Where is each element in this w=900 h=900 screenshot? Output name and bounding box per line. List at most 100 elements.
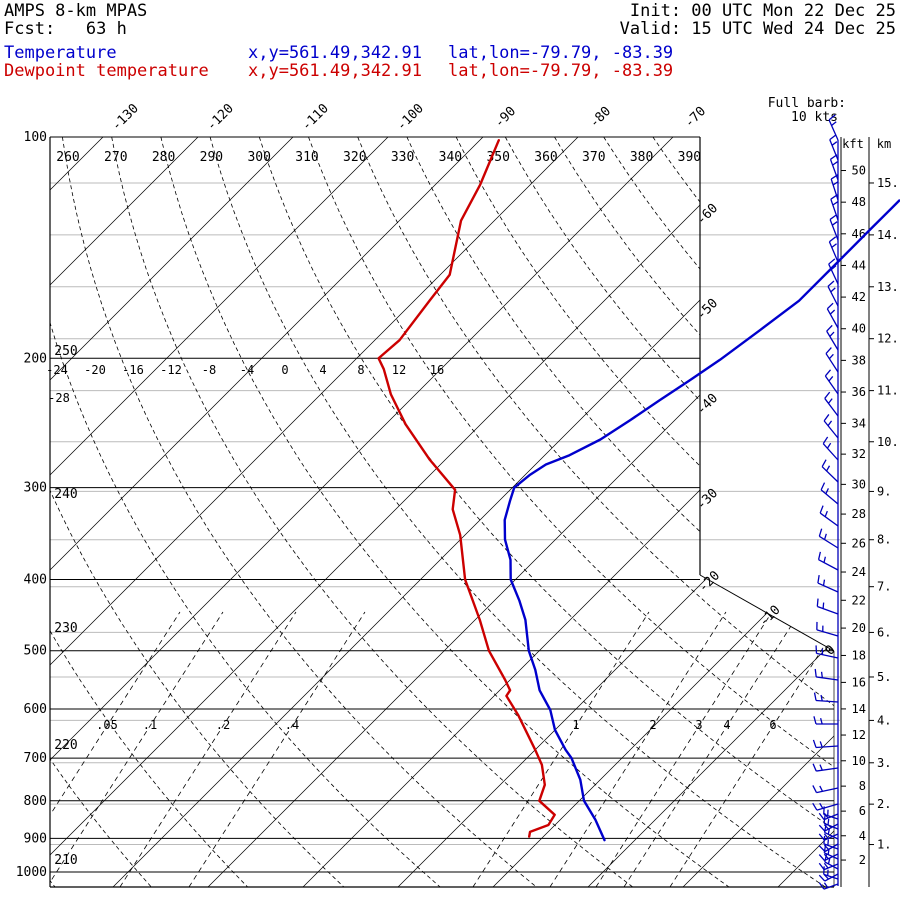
svg-text:320: 320	[343, 150, 366, 165]
svg-text:20: 20	[852, 621, 866, 635]
svg-text:240: 240	[54, 487, 77, 502]
svg-text:400: 400	[24, 573, 47, 588]
svg-text:6.: 6.	[877, 625, 891, 639]
svg-text:310: 310	[295, 150, 318, 165]
svg-text:2.: 2.	[877, 797, 891, 811]
svg-text:-80: -80	[587, 104, 614, 131]
svg-text:-50: -50	[694, 296, 721, 323]
svg-text:10: 10	[852, 754, 866, 768]
svg-text:230: 230	[54, 621, 77, 636]
svg-text:380: 380	[630, 150, 653, 165]
svg-text:6: 6	[769, 718, 776, 732]
wind-barbs	[812, 114, 839, 890]
svg-text:-130: -130	[109, 101, 142, 134]
svg-text:500: 500	[24, 644, 47, 659]
svg-text:30: 30	[852, 477, 866, 491]
svg-text:18: 18	[852, 648, 866, 662]
valid-time: Valid: 15 UTC Wed 24 Dec 25	[619, 19, 896, 39]
svg-text:370: 370	[582, 150, 605, 165]
svg-text:16: 16	[852, 675, 866, 689]
svg-text:11.: 11.	[877, 384, 899, 398]
svg-text:220: 220	[54, 738, 77, 753]
svg-text:48: 48	[852, 195, 866, 209]
svg-text:42: 42	[852, 290, 866, 304]
svg-text:kft: kft	[842, 137, 864, 151]
svg-text:200: 200	[24, 351, 47, 366]
svg-text:-70: -70	[682, 104, 709, 131]
svg-text:600: 600	[24, 702, 47, 717]
svg-text:12.: 12.	[877, 332, 899, 346]
svg-text:.2: .2	[216, 718, 230, 732]
barb-legend-line1: Full barb:	[768, 96, 846, 111]
svg-text:8.: 8.	[877, 533, 891, 547]
svg-text:280: 280	[152, 150, 175, 165]
svg-text:-8: -8	[202, 363, 216, 377]
svg-text:800: 800	[24, 794, 47, 809]
svg-text:1000: 1000	[16, 865, 47, 880]
svg-text:15.: 15.	[877, 176, 899, 190]
skewt-lattice	[50, 137, 834, 887]
svg-text:-10: -10	[756, 603, 783, 630]
svg-text:8: 8	[357, 363, 364, 377]
svg-text:km: km	[877, 137, 891, 151]
svg-text:260: 260	[56, 150, 79, 165]
svg-text:14.: 14.	[877, 228, 899, 242]
svg-text:22: 22	[852, 593, 866, 607]
svg-text:300: 300	[247, 150, 270, 165]
dewpoint-legend-label: Dewpoint temperature	[4, 61, 209, 81]
svg-text:26: 26	[852, 536, 866, 550]
svg-text:270: 270	[104, 150, 127, 165]
svg-text:-20: -20	[84, 363, 106, 377]
barb-legend-line2: 10 kts	[791, 110, 838, 125]
svg-text:46: 46	[852, 227, 866, 241]
svg-text:5.: 5.	[877, 670, 891, 684]
svg-text:100: 100	[24, 130, 47, 145]
svg-text:-28: -28	[48, 391, 70, 405]
dewpoint-curve	[377, 139, 556, 838]
svg-text:44: 44	[852, 258, 866, 272]
svg-text:4: 4	[319, 363, 326, 377]
chart-border	[49, 137, 835, 888]
temperature-legend-label: Temperature	[4, 43, 117, 63]
model-title: AMPS 8-km MPAS	[4, 1, 148, 21]
svg-text:2: 2	[859, 853, 866, 867]
svg-text:-120: -120	[204, 101, 237, 134]
svg-text:300: 300	[24, 481, 47, 496]
svg-text:390: 390	[678, 150, 701, 165]
temperature-latlon: lat,lon=-79.79, -83.39	[448, 43, 674, 63]
svg-text:4: 4	[859, 829, 866, 843]
svg-text:-30: -30	[694, 486, 721, 513]
svg-text:210: 210	[54, 853, 77, 868]
svg-text:-110: -110	[299, 101, 332, 134]
svg-text:-60: -60	[694, 201, 721, 228]
svg-text:14: 14	[852, 702, 866, 716]
svg-text:-4: -4	[240, 363, 254, 377]
svg-text:700: 700	[24, 751, 47, 766]
svg-text:2: 2	[649, 718, 656, 732]
svg-text:13.: 13.	[877, 280, 899, 294]
svg-text:10.: 10.	[877, 435, 899, 449]
svg-text:24: 24	[852, 565, 866, 579]
svg-text:1: 1	[572, 718, 579, 732]
svg-text:28: 28	[852, 507, 866, 521]
svg-text:40: 40	[852, 322, 866, 336]
svg-text:-12: -12	[160, 363, 182, 377]
temperature-xy: x,y=561.49,342.91	[248, 43, 422, 63]
svg-text:-100: -100	[394, 101, 427, 134]
svg-text:290: 290	[200, 150, 223, 165]
svg-text:-24: -24	[46, 363, 68, 377]
svg-text:.1: .1	[143, 718, 157, 732]
svg-text:50: 50	[852, 164, 866, 178]
svg-text:3.: 3.	[877, 756, 891, 770]
forecast-hour: Fcst: 63 h	[4, 19, 127, 39]
dewpoint-xy: x,y=561.49,342.91	[248, 61, 422, 81]
svg-text:-90: -90	[492, 104, 519, 131]
init-time: Init: 00 UTC Mon 22 Dec 25	[629, 1, 896, 21]
svg-text:16: 16	[430, 363, 444, 377]
svg-text:32: 32	[852, 447, 866, 461]
svg-text:250: 250	[54, 344, 77, 359]
svg-text:1.: 1.	[877, 838, 891, 852]
svg-text:4.: 4.	[877, 713, 891, 727]
